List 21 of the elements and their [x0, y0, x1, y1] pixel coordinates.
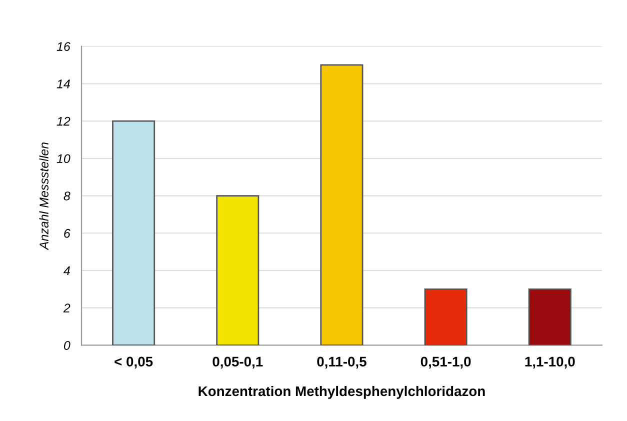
- y-tick-label: 8: [64, 192, 70, 200]
- x-tick-label: 0,51-1,0: [420, 356, 471, 369]
- bar: [320, 64, 364, 346]
- y-tick-label: 2: [63, 304, 70, 312]
- x-tick-label: 0,11-0,5: [317, 356, 366, 369]
- y-tick-label: 14: [56, 80, 70, 88]
- y-tick-label: 10: [56, 154, 70, 164]
- x-tick-label: < 0,05: [114, 356, 153, 369]
- bar: [216, 195, 260, 346]
- y-tick-label: 4: [64, 266, 70, 276]
- y-axis-title: Anzahl Messstellen: [39, 142, 48, 250]
- y-tick-label: 16: [56, 42, 70, 51]
- y-tick-label: 6: [64, 228, 70, 238]
- bar: [528, 288, 572, 346]
- y-tick-label: 0: [64, 341, 70, 350]
- x-tick-label: 1,1-10,0: [525, 356, 575, 369]
- y-tick-label: 12: [56, 116, 70, 126]
- bar: [424, 288, 468, 346]
- x-axis-title: Konzentration Methyldesphenylchloridazon: [198, 386, 485, 399]
- x-tick-label: 0,05-0,1: [212, 356, 263, 369]
- bar: [112, 120, 156, 346]
